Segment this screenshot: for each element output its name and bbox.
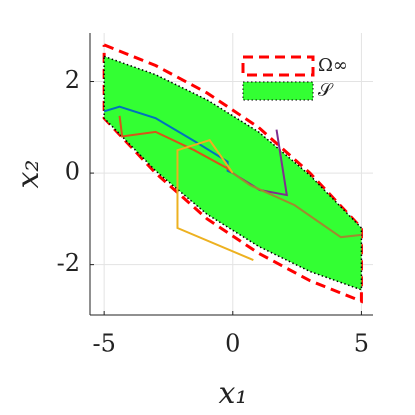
x-tick-label: 0	[225, 330, 240, 358]
trajectory	[176, 138, 254, 261]
legend-label: 𝒮	[318, 80, 334, 101]
y-tick-label: 2	[65, 66, 80, 94]
x-axis-label: x₁	[219, 376, 248, 411]
y-axis-label: x₂	[11, 160, 46, 189]
legend-swatch	[241, 55, 315, 77]
trajectory	[103, 105, 234, 174]
boundary	[102, 43, 363, 304]
legend-label: Ω∞	[318, 55, 348, 76]
x-tick-label: 5	[354, 330, 369, 358]
trajectory	[118, 115, 234, 174]
y-tick-label: 0	[65, 158, 80, 186]
x-tick-label: -5	[92, 330, 115, 358]
legend-swatch	[242, 81, 314, 101]
trajectory	[232, 172, 362, 239]
y-tick-label: -2	[57, 249, 80, 277]
